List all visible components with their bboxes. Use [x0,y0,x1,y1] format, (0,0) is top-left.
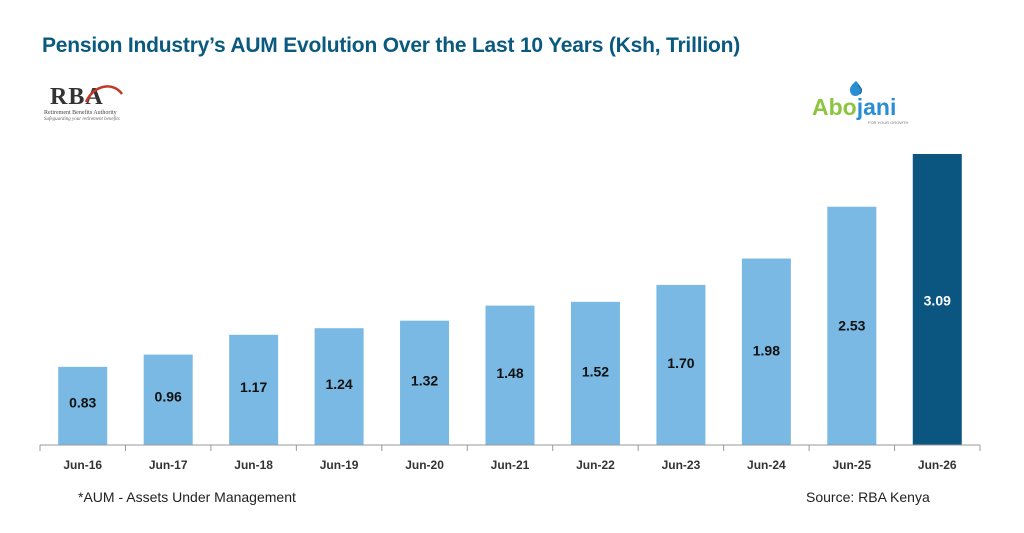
value-label: 1.48 [496,365,523,381]
abojani-tagline: FOR YOUR GROWTH [868,120,909,125]
abojani-wordmark: Abojani [812,94,897,120]
abojani-logo: Abojani FOR YOUR GROWTH [812,80,912,128]
value-label: 1.98 [753,342,780,358]
value-label: 1.24 [325,376,352,392]
value-label: 0.96 [155,389,182,405]
footnote: *AUM - Assets Under Management [78,489,296,505]
x-tick-label: Jun-21 [491,458,530,472]
x-tick-label: Jun-25 [832,458,871,472]
value-label: 0.83 [69,394,96,410]
abojani-drop-icon [849,81,863,96]
x-axis-ticks [39,445,981,451]
bar-jun-25 [827,206,877,445]
value-label: 1.52 [582,363,609,379]
bar-jun-22 [570,301,620,445]
bar-jun-21 [485,305,535,445]
x-tick-label: Jun-23 [662,458,701,472]
rba-logo-mark: RBA [50,84,104,110]
x-tick-label: Jun-19 [320,458,359,472]
value-label: 1.17 [240,379,267,395]
value-labels: 0.83 0.96 1.17 1.24 1.32 1.48 1.52 1.70 1.98 2.53… [69,292,951,410]
bar-group [58,154,962,445]
rba-logo-line2: Safeguarding your retirement benefits [44,117,120,122]
source-note: Source: RBA Kenya [806,489,930,505]
x-tick-label: Jun-26 [918,458,957,472]
value-label: 1.70 [667,355,694,371]
bar-jun-26 [912,154,962,445]
bar-jun-24 [741,258,791,445]
value-label: 2.53 [838,318,865,334]
bar-jun-18 [229,334,279,445]
chart-title: Pension Industry’s AUM Evolution Over th… [42,34,741,57]
x-tick-label: Jun-16 [63,458,102,472]
x-tick-label: Jun-20 [405,458,444,472]
x-axis-labels: Jun-16 Jun-17 Jun-18 Jun-19 Jun-20 Jun-21 Jun-… [63,458,957,472]
rba-logo: RBA Retirement Benefits Authority Safegu… [44,84,134,126]
bar-jun-23 [656,284,706,445]
bar-jun-19 [314,328,364,445]
value-label: 3.09 [924,292,951,308]
rba-swoosh-icon [84,85,124,103]
x-tick-label: Jun-22 [576,458,615,472]
bar-jun-16 [58,366,108,445]
bar-jun-20 [400,320,450,445]
x-tick-label: Jun-17 [149,458,188,472]
rba-logo-line1: Retirement Benefits Authority [44,110,117,116]
bar-jun-17 [143,354,193,445]
x-tick-label: Jun-24 [747,458,786,472]
x-tick-label: Jun-18 [234,458,273,472]
value-label: 1.32 [411,372,438,388]
